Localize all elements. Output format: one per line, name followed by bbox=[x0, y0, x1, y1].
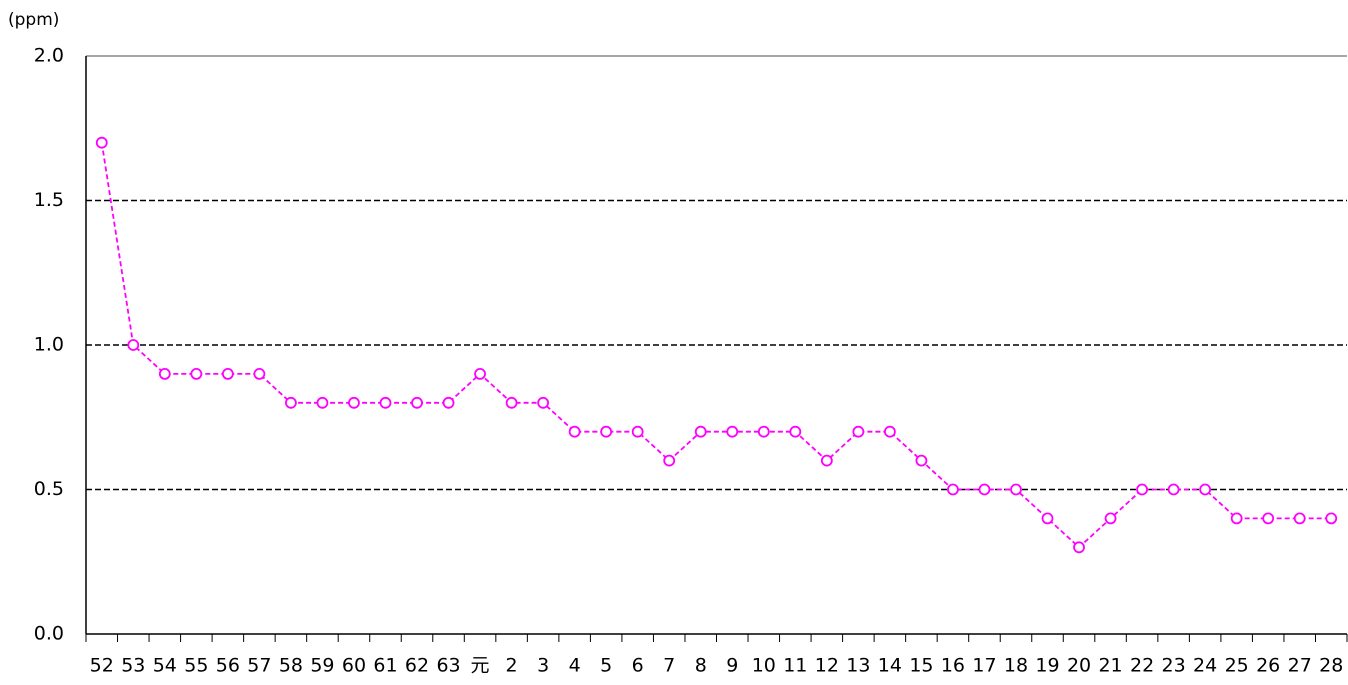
x-tick-label: 8 bbox=[695, 655, 707, 677]
marker bbox=[1073, 541, 1085, 554]
x-tick-label: 53 bbox=[121, 655, 145, 677]
x-tick-label: 13 bbox=[846, 655, 870, 677]
marker bbox=[537, 396, 550, 409]
marker bbox=[1041, 512, 1054, 525]
x-tick-label: 17 bbox=[972, 655, 996, 677]
x-tick-label: 12 bbox=[815, 655, 839, 677]
x-tick-label: 60 bbox=[342, 655, 366, 677]
marker bbox=[221, 367, 234, 380]
x-tick-label: 5 bbox=[600, 655, 612, 677]
marker bbox=[285, 396, 297, 409]
y-tick-label: 1.0 bbox=[34, 334, 64, 356]
marker bbox=[505, 396, 518, 409]
x-tick-label: 21 bbox=[1098, 655, 1122, 677]
x-tick-label: 22 bbox=[1130, 655, 1154, 677]
y-tick-label: 0.0 bbox=[34, 623, 64, 645]
marker bbox=[852, 425, 865, 438]
marker bbox=[915, 454, 928, 467]
marker bbox=[411, 396, 423, 409]
x-tick-label: 7 bbox=[663, 655, 675, 677]
x-tick-label: 元 bbox=[471, 655, 490, 677]
marker bbox=[1010, 483, 1022, 496]
x-tick-label: 3 bbox=[537, 655, 549, 677]
x-tick-label: 28 bbox=[1319, 655, 1343, 677]
x-tick-label: 4 bbox=[569, 655, 581, 677]
marker bbox=[726, 425, 739, 438]
x-tick-label: 14 bbox=[878, 655, 902, 677]
marker bbox=[978, 483, 991, 496]
x-tick-label: 10 bbox=[752, 655, 776, 677]
x-tick-label: 55 bbox=[184, 655, 208, 677]
marker bbox=[253, 367, 266, 380]
marker bbox=[379, 396, 392, 409]
x-tick-label: 61 bbox=[373, 655, 397, 677]
marker bbox=[190, 367, 203, 380]
x-tick-label: 16 bbox=[941, 655, 965, 677]
marker bbox=[1262, 512, 1275, 525]
marker bbox=[694, 425, 707, 438]
line bbox=[100, 142, 1332, 549]
marker bbox=[127, 339, 140, 351]
x-tick-label: 19 bbox=[1035, 655, 1059, 677]
y-tick-label: 2.0 bbox=[34, 45, 64, 67]
x-tick-label: 56 bbox=[216, 655, 240, 677]
marker bbox=[1199, 483, 1212, 496]
marker bbox=[1104, 512, 1117, 525]
marker bbox=[474, 367, 486, 380]
marker bbox=[1167, 483, 1180, 496]
x-tick-label: 57 bbox=[247, 655, 271, 677]
marker bbox=[1136, 483, 1148, 496]
marker bbox=[348, 396, 360, 409]
marker bbox=[631, 425, 644, 438]
marker bbox=[316, 396, 329, 409]
marker bbox=[1293, 512, 1306, 525]
marker bbox=[568, 425, 581, 438]
x-tick-label: 11 bbox=[783, 655, 807, 677]
y-axis-label: (ppm) bbox=[8, 10, 59, 30]
marker bbox=[883, 425, 896, 438]
x-tick-label: 59 bbox=[310, 655, 334, 677]
marker bbox=[95, 136, 108, 149]
marker bbox=[789, 425, 802, 438]
y-tick-label: 0.5 bbox=[34, 478, 64, 500]
x-tick-label: 54 bbox=[153, 655, 177, 677]
x-tick-label: 27 bbox=[1288, 655, 1312, 677]
x-tick-label: 25 bbox=[1225, 655, 1249, 677]
marker bbox=[757, 425, 770, 438]
x-tick-label: 23 bbox=[1162, 655, 1186, 677]
x-tick-label: 2 bbox=[506, 655, 518, 677]
marker bbox=[442, 396, 455, 409]
x-tick-label: 26 bbox=[1256, 655, 1280, 677]
marker bbox=[600, 425, 613, 438]
x-tick-label: 15 bbox=[909, 655, 933, 677]
x-tick-label: 9 bbox=[726, 655, 738, 677]
x-tick-label: 24 bbox=[1193, 655, 1217, 677]
x-tick-label: 6 bbox=[632, 655, 644, 677]
marker bbox=[158, 367, 171, 380]
x-tick-label: 20 bbox=[1067, 655, 1091, 677]
x-tick-label: 62 bbox=[405, 655, 429, 677]
marker bbox=[820, 454, 833, 467]
marker bbox=[663, 454, 676, 467]
marker bbox=[1230, 512, 1243, 525]
marker bbox=[1325, 512, 1338, 525]
y-tick-label: 1.5 bbox=[34, 189, 64, 211]
marker bbox=[947, 483, 959, 496]
x-tick-label: 58 bbox=[279, 655, 303, 677]
x-tick-label: 63 bbox=[436, 655, 460, 677]
x-tick-label: 52 bbox=[90, 655, 114, 677]
x-tick-label: 18 bbox=[1004, 655, 1028, 677]
